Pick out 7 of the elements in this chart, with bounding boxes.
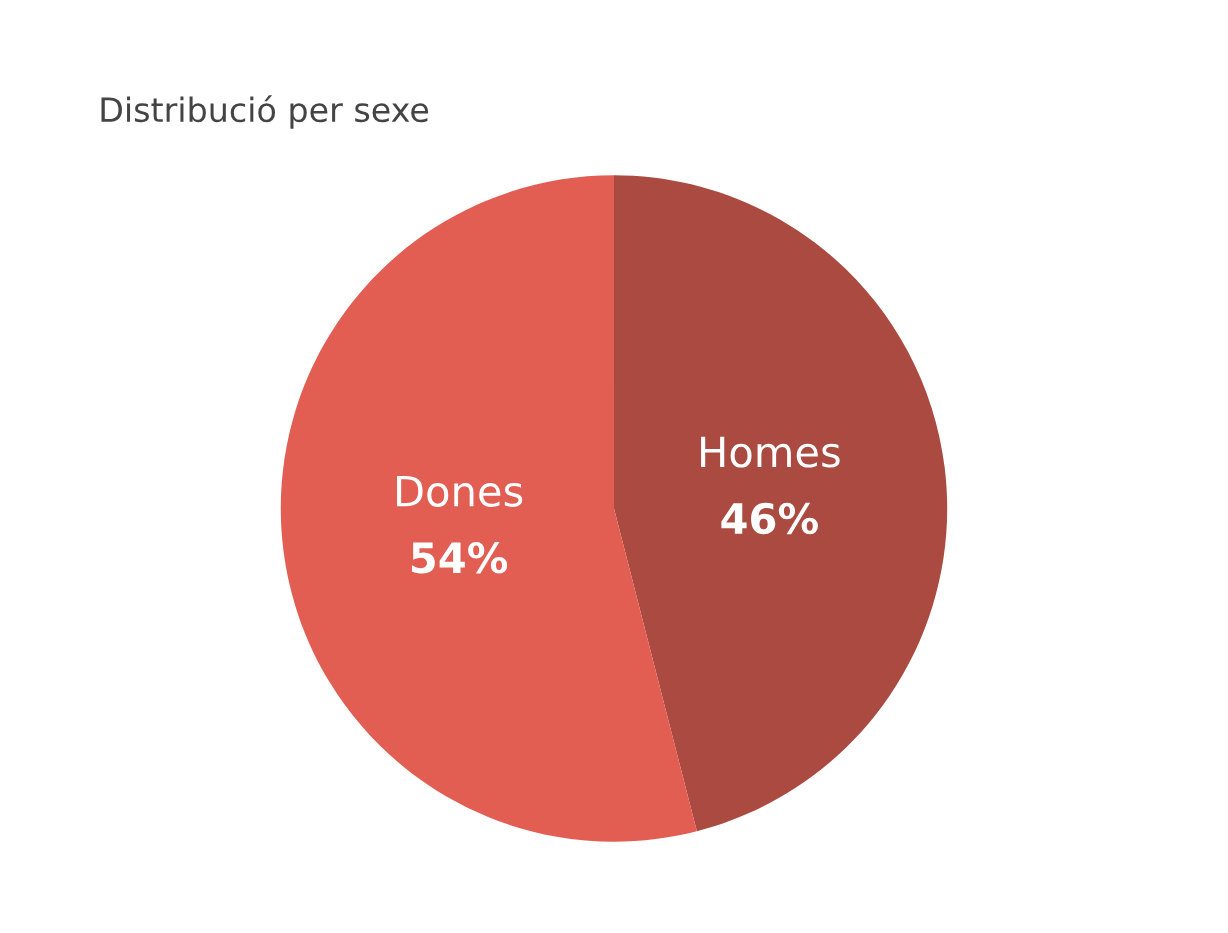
slice-label: Homes	[701, 436, 840, 468]
data-label: 54%	[411, 542, 508, 574]
pie-slice	[614, 175, 948, 832]
slice-label: Dones	[397, 475, 523, 507]
chart-title: Distribució per sexe	[101, 95, 429, 129]
data-label: 46%	[721, 502, 818, 535]
pie-slice	[280, 175, 697, 842]
